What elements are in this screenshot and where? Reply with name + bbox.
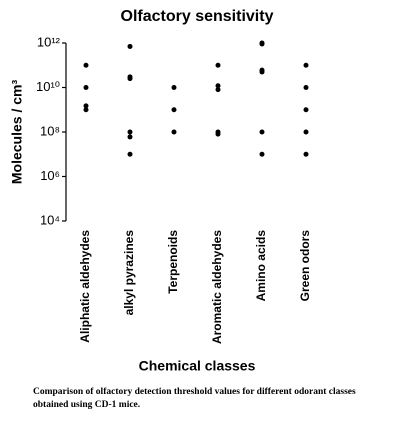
dot bbox=[83, 85, 89, 90]
y-tick-label: 10¹² bbox=[37, 34, 61, 49]
dot bbox=[303, 129, 309, 135]
y-axis-title: Molecules / cm³ bbox=[9, 80, 25, 185]
dot bbox=[127, 151, 133, 157]
dot bbox=[127, 43, 133, 49]
dot bbox=[171, 129, 177, 135]
dot bbox=[83, 103, 89, 109]
dot bbox=[215, 83, 221, 89]
x-tick-label: Green odors bbox=[298, 230, 312, 302]
dot bbox=[127, 76, 133, 82]
dot bbox=[303, 107, 309, 113]
dot bbox=[83, 107, 89, 113]
dot bbox=[259, 41, 265, 47]
dot bbox=[259, 69, 265, 75]
dot bbox=[303, 85, 309, 90]
dot bbox=[303, 151, 309, 157]
y-tick-label: 10¹⁰ bbox=[36, 79, 60, 94]
dot bbox=[259, 129, 265, 135]
chart-title: Olfactory sensitivity bbox=[121, 8, 274, 25]
x-tick-label: alkyl pyrazines bbox=[122, 230, 136, 316]
x-tick-label: Aromatic aldehydes bbox=[210, 230, 224, 344]
dot bbox=[127, 129, 133, 135]
dot bbox=[171, 107, 177, 113]
dot bbox=[127, 134, 133, 140]
dot bbox=[215, 87, 221, 93]
dot bbox=[259, 151, 265, 157]
y-tick-label: 10⁶ bbox=[40, 168, 60, 183]
dot bbox=[83, 62, 89, 68]
x-axis-title: Chemical classes bbox=[139, 358, 256, 374]
chart: Olfactory sensitivity Chemical classes M… bbox=[9, 8, 312, 374]
dot bbox=[303, 62, 309, 68]
y-tick-label: 10⁴ bbox=[40, 212, 60, 227]
y-tick-label: 10⁸ bbox=[40, 123, 60, 138]
dot bbox=[171, 85, 177, 90]
x-tick-label: Terpenoids bbox=[166, 230, 180, 294]
x-tick-label: Amino acids bbox=[254, 230, 268, 302]
dot bbox=[215, 131, 221, 137]
x-tick-label: Aliphatic aldehydes bbox=[78, 230, 92, 343]
dot bbox=[215, 62, 221, 68]
caption: Comparison of olfactory detection thresh… bbox=[33, 387, 356, 410]
